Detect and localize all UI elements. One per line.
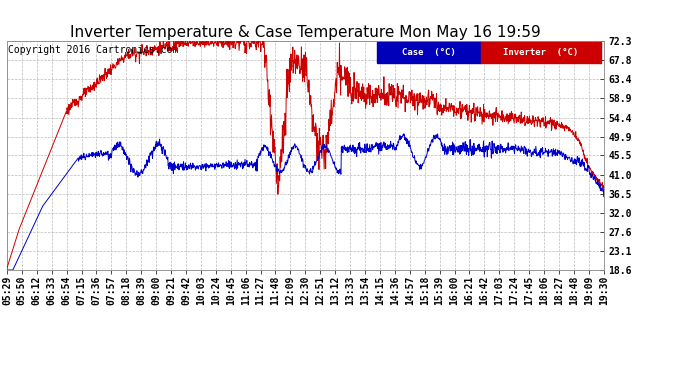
Text: Inverter  (°C): Inverter (°C) [504,48,579,57]
Text: Copyright 2016 Cartronics.com: Copyright 2016 Cartronics.com [8,45,179,55]
Bar [377,42,482,63]
Title: Inverter Temperature & Case Temperature Mon May 16 19:59: Inverter Temperature & Case Temperature … [70,25,541,40]
Bar [482,42,601,63]
Text: Case  (°C): Case (°C) [402,48,456,57]
